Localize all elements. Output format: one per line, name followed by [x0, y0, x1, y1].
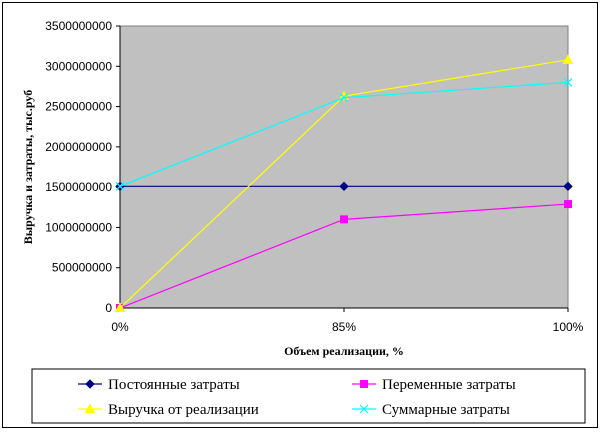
x-tick-label: 85% [332, 320, 356, 334]
x-axis: 0% 85% 100% [111, 307, 584, 334]
y-axis-title: Выручка и затраты, тыс.руб [21, 90, 35, 244]
y-axis: 0 500000000 1000000000 1500000000 2000000000… [45, 19, 121, 315]
y-tick-label: 2500000000 [45, 100, 112, 114]
legend-item: Суммарные затраты [352, 402, 510, 418]
x-tick-label: 0% [111, 320, 129, 334]
data-point [563, 181, 573, 192]
legend-marker [359, 404, 369, 414]
plot-area [119, 25, 569, 309]
legend-label: Переменные затраты [382, 377, 516, 393]
data-point [115, 181, 125, 191]
y-tick-label: 1000000000 [45, 220, 112, 234]
y-tick-label: 1500000000 [45, 180, 112, 194]
legend-marker [84, 403, 96, 413]
legend-label: Суммарные затраты [382, 402, 510, 418]
legend-item: Переменные затраты [352, 377, 516, 393]
data-point [339, 181, 349, 192]
x-tick-label: 100% [553, 320, 584, 334]
legend-item: Выручка от реализации [78, 402, 259, 418]
legend-items: Постоянные затраты Переменные затраты Выру… [78, 377, 516, 418]
legend [31, 368, 586, 424]
legend-item: Постоянные затраты [78, 377, 240, 393]
legend-marker [360, 380, 368, 388]
legend-label: Выручка от реализации [108, 402, 259, 418]
y-tick-label: 3500000000 [45, 19, 112, 33]
series-layer [114, 54, 574, 312]
legend-marker [85, 379, 95, 389]
y-tick-label: 0 [105, 301, 112, 315]
y-tick-label: 500000000 [52, 261, 112, 275]
data-point [114, 302, 126, 312]
data-point [564, 200, 572, 209]
data-point [339, 93, 349, 103]
data-point [340, 215, 348, 224]
data-point [563, 77, 573, 87]
data-point [562, 54, 574, 64]
y-tick-label: 2000000000 [45, 140, 112, 154]
legend-label: Постоянные затраты [108, 377, 240, 393]
x-axis-title: Объем реализации, % [284, 344, 404, 358]
y-tick-label: 3000000000 [45, 59, 112, 73]
